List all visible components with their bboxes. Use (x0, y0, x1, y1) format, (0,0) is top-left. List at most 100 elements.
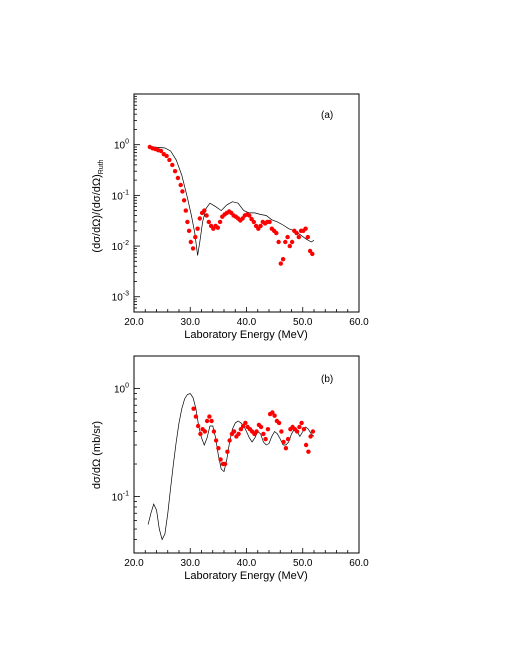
data-point (204, 418, 210, 424)
x-tick-label: 40.0 (237, 558, 257, 569)
panel-label-b: (b) (321, 374, 333, 385)
x-tick-label: 40.0 (237, 317, 257, 328)
data-point (190, 246, 196, 251)
data-point (193, 234, 198, 240)
data-point (217, 219, 223, 225)
data-point (299, 420, 304, 426)
data-point (183, 208, 188, 213)
data-point (276, 239, 281, 245)
data-point (181, 198, 187, 203)
data-point (272, 413, 277, 418)
data-point (267, 219, 272, 225)
data-point (261, 431, 266, 437)
plot-frame-a (133, 93, 360, 313)
y-tick-label: 100 (114, 139, 129, 152)
data-point (185, 219, 190, 225)
y-tick-label: 100 (114, 383, 129, 396)
data-point (283, 239, 288, 245)
data-point (193, 414, 199, 419)
data-point (243, 420, 248, 426)
data-point (180, 189, 185, 194)
data-point (240, 423, 246, 429)
data-point (213, 438, 219, 443)
data-point (207, 414, 212, 419)
data-point (297, 424, 302, 430)
theory-curve-b (147, 393, 315, 541)
data-point (285, 234, 290, 240)
data-point (211, 429, 217, 434)
data-point (281, 439, 286, 445)
data-point (276, 420, 282, 426)
x-axis-ticks-b: 20.0 30.0 40.0 50.0 60.0 (124, 548, 369, 569)
theory-curve-a (148, 146, 315, 256)
data-point (303, 442, 309, 448)
data-point (289, 239, 295, 245)
data-point (231, 429, 237, 434)
data-point (158, 148, 164, 154)
data-point (310, 251, 315, 257)
x-tick-label: 20.0 (124, 558, 144, 569)
data-point (195, 423, 201, 429)
data-point (215, 225, 220, 230)
data-point (204, 213, 209, 218)
x-axis-label-a: Laboratory Energy (MeV) (184, 329, 308, 341)
chart-panel-b: 20.0 30.0 40.0 50.0 60.0 10-1 100 (b) Laborat… (91, 355, 369, 582)
data-point (238, 427, 244, 432)
data-point (308, 434, 313, 439)
data-point (202, 429, 208, 434)
panel-label-a: (a) (321, 110, 333, 121)
y-tick-label: 10-2 (112, 240, 129, 253)
data-point (202, 208, 207, 213)
data-point (218, 457, 223, 462)
data-point (206, 219, 211, 225)
data-point (216, 446, 221, 451)
plot-frame-b (133, 355, 360, 554)
y-axis-ticks-b: 10-1 100 (112, 383, 140, 540)
x-tick-label: 20.0 (124, 317, 144, 328)
data-point (279, 429, 284, 434)
x-axis-label-b: Laboratory Energy (MeV) (184, 570, 308, 582)
data-point (263, 436, 268, 442)
data-point (258, 223, 263, 229)
data-point (178, 182, 183, 188)
x-tick-label: 60.0 (349, 558, 369, 569)
data-point (198, 431, 203, 437)
data-point (209, 418, 214, 424)
data-point (278, 261, 283, 266)
x-tick-label: 50.0 (293, 317, 313, 328)
data-point (251, 219, 256, 225)
x-axis-ticks-a: 20.0 30.0 40.0 50.0 60.0 (124, 307, 369, 328)
data-point (294, 429, 300, 434)
data-points-b (191, 406, 316, 467)
data-point (283, 446, 289, 451)
y-tick-label: 10-1 (112, 189, 129, 202)
data-point (303, 226, 308, 231)
x-tick-label: 30.0 (181, 317, 201, 328)
y-axis-label-a-main: (dσ/dΩ)/(dσ/dΩ) (91, 174, 103, 252)
data-point (172, 169, 178, 174)
theory-curve-line (148, 146, 315, 256)
data-point (305, 234, 310, 240)
data-point (164, 153, 169, 159)
data-point (301, 427, 307, 432)
data-point (170, 162, 175, 168)
data-point (227, 438, 232, 443)
data-point (306, 449, 311, 454)
chart-panel-a: 20.0 30.0 40.0 50.0 60.0 10-3 10-2 10-1 100 (a)… (91, 93, 369, 341)
data-point (296, 234, 301, 240)
data-point (191, 406, 196, 411)
data-point (270, 410, 275, 415)
data-point (197, 216, 202, 221)
y-tick-label: 10-3 (112, 291, 129, 304)
x-tick-label: 50.0 (293, 558, 313, 569)
y-axis-label-a-sub: Ruth (98, 159, 105, 174)
theory-curve-line (147, 393, 315, 541)
data-point (287, 243, 292, 249)
data-point (285, 436, 291, 442)
data-point (225, 449, 230, 454)
y-tick-label: 10-1 (112, 491, 129, 504)
data-points-a (147, 144, 315, 266)
y-axis-ticks-a: 10-3 10-2 10-1 100 (112, 95, 140, 309)
x-tick-label: 30.0 (181, 558, 201, 569)
